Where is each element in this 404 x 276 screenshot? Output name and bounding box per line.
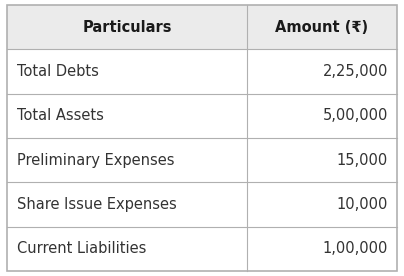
Bar [7,138,397,182]
Text: Current Liabilities: Current Liabilities [17,241,147,256]
Bar [7,94,397,138]
Text: 10,000: 10,000 [337,197,388,212]
Text: 2,25,000: 2,25,000 [322,64,388,79]
Text: 15,000: 15,000 [337,153,388,168]
Text: 5,00,000: 5,00,000 [322,108,388,123]
Bar [7,182,397,227]
Text: Total Assets: Total Assets [17,108,104,123]
Text: Particulars: Particulars [82,20,172,35]
Text: Share Issue Expenses: Share Issue Expenses [17,197,177,212]
Text: Preliminary Expenses: Preliminary Expenses [17,153,175,168]
Text: Total Debts: Total Debts [17,64,99,79]
Bar [7,227,397,271]
Text: 1,00,000: 1,00,000 [322,241,388,256]
Text: Amount (₹): Amount (₹) [275,20,368,35]
Bar [7,49,397,94]
Bar [7,5,397,49]
